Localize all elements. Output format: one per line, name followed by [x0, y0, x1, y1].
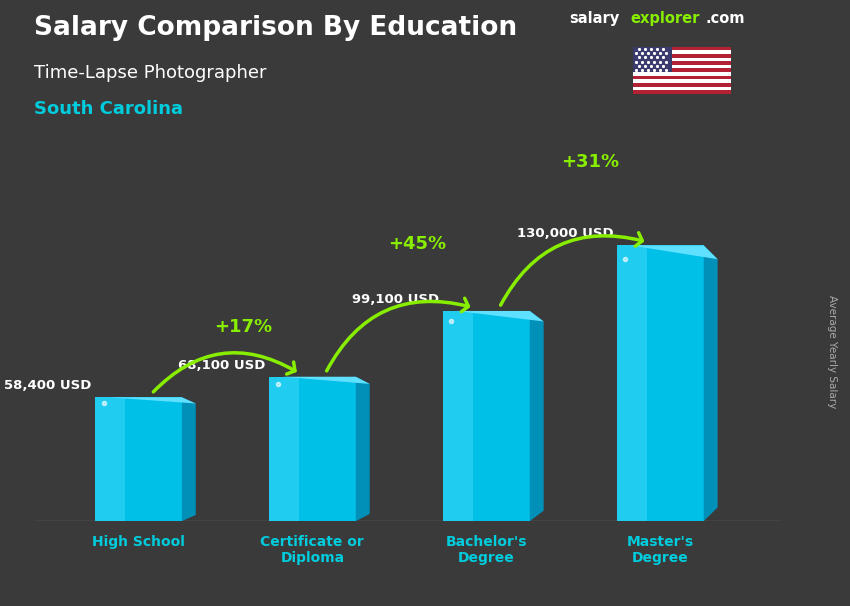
- Polygon shape: [617, 245, 647, 521]
- Bar: [633, 58, 731, 61]
- Bar: [633, 61, 731, 65]
- Bar: [633, 65, 731, 68]
- Bar: [633, 83, 731, 87]
- Bar: [633, 50, 731, 54]
- Polygon shape: [356, 377, 370, 521]
- Polygon shape: [443, 311, 473, 521]
- Bar: [633, 72, 731, 76]
- Text: .com: .com: [706, 11, 745, 26]
- Polygon shape: [443, 311, 544, 321]
- Text: +17%: +17%: [213, 318, 272, 336]
- Bar: [633, 54, 731, 58]
- Text: +45%: +45%: [388, 235, 445, 253]
- Polygon shape: [269, 377, 356, 521]
- Text: +31%: +31%: [562, 153, 620, 171]
- Text: explorer: explorer: [631, 11, 700, 26]
- Text: South Carolina: South Carolina: [34, 100, 183, 118]
- Bar: [633, 47, 672, 72]
- Polygon shape: [443, 311, 530, 521]
- Polygon shape: [617, 245, 704, 521]
- Text: Salary Comparison By Education: Salary Comparison By Education: [34, 15, 517, 41]
- Bar: [633, 79, 731, 83]
- Bar: [633, 47, 731, 50]
- Bar: [633, 76, 731, 79]
- Polygon shape: [95, 398, 125, 521]
- Polygon shape: [617, 245, 717, 259]
- Text: Average Yearly Salary: Average Yearly Salary: [827, 295, 837, 408]
- Bar: [633, 68, 731, 72]
- Text: Time-Lapse Photographer: Time-Lapse Photographer: [34, 64, 267, 82]
- Text: 130,000 USD: 130,000 USD: [517, 227, 613, 241]
- Polygon shape: [95, 398, 196, 404]
- Polygon shape: [95, 398, 182, 521]
- Polygon shape: [530, 311, 544, 521]
- Polygon shape: [269, 377, 370, 384]
- Text: 58,400 USD: 58,400 USD: [4, 379, 92, 392]
- Bar: [633, 87, 731, 90]
- Polygon shape: [704, 245, 717, 521]
- Text: salary: salary: [570, 11, 620, 26]
- Text: 99,100 USD: 99,100 USD: [352, 293, 439, 306]
- Polygon shape: [269, 377, 299, 521]
- Text: 68,100 USD: 68,100 USD: [178, 359, 265, 371]
- Bar: [633, 90, 731, 94]
- Polygon shape: [182, 398, 196, 521]
